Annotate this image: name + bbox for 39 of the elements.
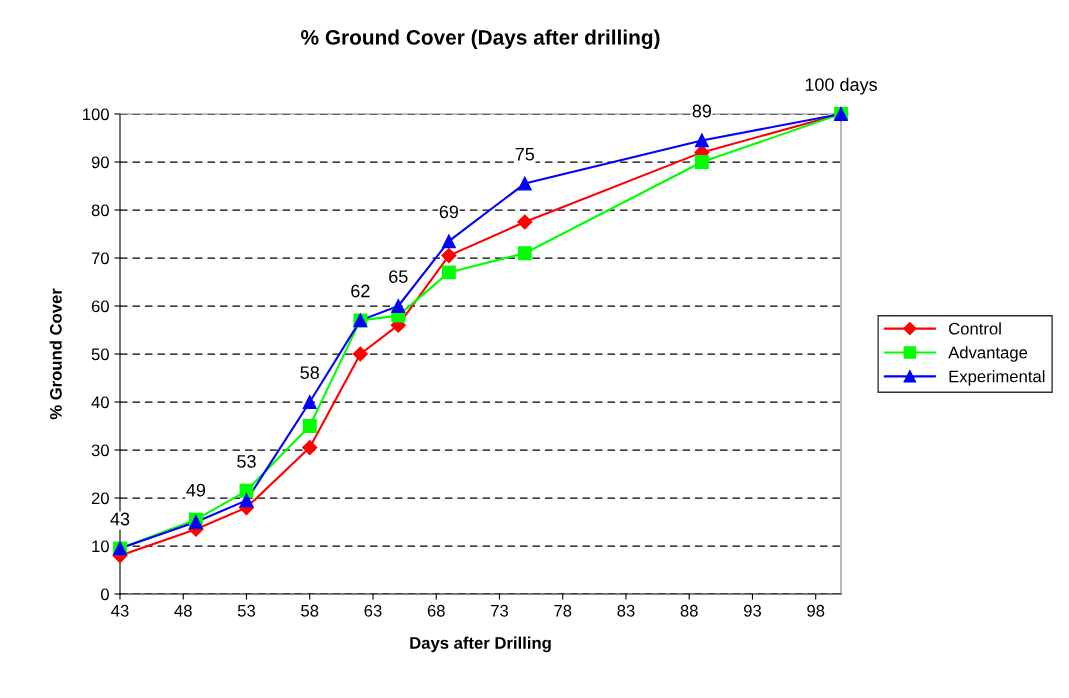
y-tick-label: 80: [91, 204, 109, 217]
x-tick-label: 73: [491, 604, 509, 617]
y-tick-label: 0: [100, 588, 109, 601]
annotation: 100 days: [805, 77, 877, 95]
legend-label: Experimental: [949, 370, 1045, 386]
annotation: 62: [351, 284, 370, 298]
y-tick-label: 20: [91, 492, 109, 505]
annotation: 89: [692, 104, 712, 118]
x-tick-label: 63: [364, 604, 382, 617]
x-tick-label: 78: [554, 604, 572, 617]
y-tick-label: 60: [91, 300, 109, 313]
x-tick-label: 68: [427, 604, 445, 617]
x-tick-label: 93: [743, 604, 761, 617]
y-axis-title: % Ground Cover: [49, 288, 62, 420]
y-tick-label: 40: [91, 396, 109, 409]
x-tick-label: 83: [617, 604, 635, 617]
y-tick-label: 30: [91, 444, 109, 457]
x-tick-label: 88: [680, 604, 698, 617]
x-tick-label: 43: [111, 604, 129, 617]
chart-title: % Ground Cover (Days after drilling): [301, 29, 660, 49]
x-tick-label: 58: [301, 604, 319, 617]
y-tick-label: 10: [92, 540, 109, 553]
annotation: 43: [110, 512, 130, 526]
annotation: 49: [186, 483, 206, 497]
annotation: 75: [515, 147, 535, 161]
x-axis-title: Days after Drilling: [410, 636, 551, 653]
y-tick-label: 100: [83, 108, 109, 121]
y-tick-label: 50: [91, 348, 109, 361]
annotation: 65: [389, 270, 408, 283]
legend-label: Control: [949, 322, 1001, 335]
x-tick-label: 98: [807, 604, 825, 617]
annotation: 69: [439, 205, 459, 219]
y-tick-label: 70: [91, 252, 109, 265]
x-tick-label: 48: [174, 604, 192, 617]
annotation: 53: [237, 455, 256, 468]
legend-label: Advantage: [948, 346, 1028, 362]
x-tick-label: 53: [237, 604, 256, 617]
y-tick-label: 90: [91, 156, 109, 169]
annotation: 58: [300, 366, 319, 379]
